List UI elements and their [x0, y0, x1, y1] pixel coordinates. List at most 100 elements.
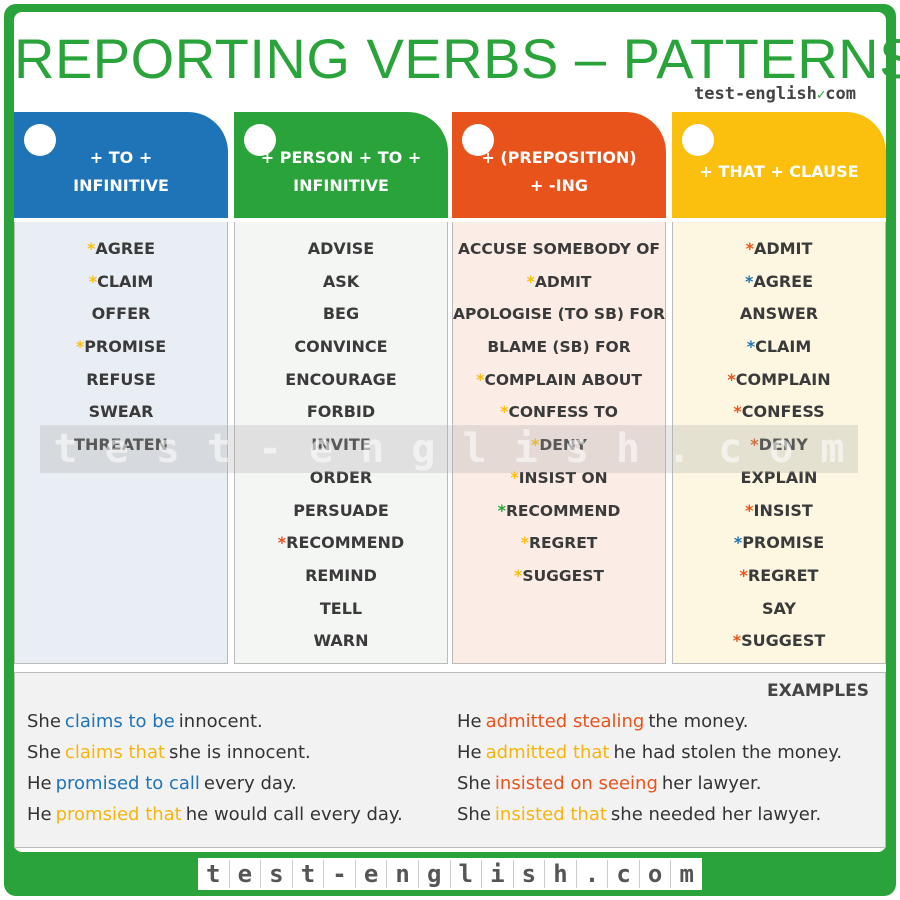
- star-icon: *: [526, 271, 535, 291]
- verb-item: *ADMIT: [673, 236, 885, 269]
- logo-letter: e: [230, 860, 262, 888]
- sentence-text: He: [27, 804, 52, 825]
- logo-letter: -: [324, 860, 356, 888]
- column-label: + (PREPOSITION) + -ING: [481, 148, 637, 195]
- column-header: + PERSON + TO + INFINITIVE: [234, 112, 448, 218]
- example-sentence: He promsied that he would call every day.: [27, 804, 403, 835]
- verb-text: INSIST: [753, 500, 813, 520]
- verb-item: *AGREE: [673, 269, 885, 302]
- example-sentence: She claims that she is innocent.: [27, 742, 403, 773]
- verb-item: APOLOGISE (TO SB) FOR: [453, 301, 665, 334]
- example-sentence: He admitted that he had stolen the money.: [457, 742, 842, 773]
- verb-item: CONVINCE: [235, 334, 447, 367]
- logo-letter: o: [640, 860, 672, 888]
- verb-text: ENCOURAGE: [285, 369, 397, 389]
- column-preposition-ing: + (PREPOSITION) + -ING ACCUSE SOMEBODY O…: [452, 112, 666, 664]
- highlighted-phrase: claims that: [64, 742, 166, 763]
- verb-text: BLAME (SB) FOR: [487, 338, 631, 357]
- column-header: + (PREPOSITION) + -ING: [452, 112, 666, 218]
- verb-text: SUGGEST: [522, 566, 604, 585]
- verb-item: *INSIST: [673, 498, 885, 531]
- verb-item: *COMPLAIN ABOUT: [453, 367, 665, 400]
- verb-item: ANSWER: [673, 301, 885, 334]
- verb-item: ASK: [235, 269, 447, 302]
- logo-letter: t: [198, 860, 230, 888]
- star-icon: *: [86, 239, 96, 258]
- verb-text: BEG: [322, 304, 360, 324]
- logo-letter: c: [608, 860, 640, 888]
- verb-item: *INSIST ON: [453, 465, 665, 498]
- verb-item: *CONFESS TO: [453, 399, 665, 432]
- site-logo-name: test-english: [694, 84, 817, 104]
- highlighted-phrase: insisted that: [494, 804, 607, 825]
- verb-text: INVITE: [311, 435, 371, 455]
- verb-list: *ADMIT *AGREE ANSWER *CLAIM *COMPLAIN *CONFES…: [672, 222, 886, 664]
- star-icon: *: [732, 631, 742, 651]
- logo-letter: m: [679, 860, 694, 888]
- examples-title: EXAMPLES: [767, 681, 869, 701]
- verb-text: REGRET: [529, 534, 598, 553]
- star-icon: *: [510, 467, 519, 487]
- verb-item: OFFER: [15, 301, 227, 334]
- column-label: + PERSON + TO + INFINITIVE: [260, 148, 422, 195]
- sentence-text: he had stolen the money.: [613, 742, 843, 763]
- sentence-text: he would call every day.: [185, 804, 403, 825]
- column-that-clause: + THAT + CLAUSE *ADMIT *AGREE ANSWER *CLAIM…: [672, 112, 886, 664]
- page-title: REPORTING VERBS – PATTERNS: [14, 27, 900, 90]
- verb-text: ORDER: [309, 467, 373, 487]
- logo-letter: l: [451, 860, 483, 888]
- star-icon: *: [75, 337, 85, 357]
- logo-letter: g: [419, 860, 451, 888]
- verb-item: BLAME (SB) FOR: [453, 334, 665, 367]
- sentence-text: He: [27, 773, 52, 794]
- star-icon: *: [733, 533, 743, 553]
- verb-text: THREATEN: [74, 435, 168, 455]
- star-icon: *: [733, 402, 742, 422]
- star-icon: *: [88, 271, 98, 291]
- verb-item: *PROMISE: [673, 530, 885, 563]
- verb-item: BEG: [235, 301, 447, 334]
- verb-text: CONVINCE: [294, 337, 388, 357]
- verb-item: *CLAIM: [15, 269, 227, 302]
- verb-text: PERSUADE: [293, 500, 389, 520]
- highlighted-phrase: insisted on seeing: [494, 773, 658, 794]
- star-icon: *: [530, 435, 540, 455]
- column-person-to-infinitive: + PERSON + TO + INFINITIVE ADVISE ASK BEG C…: [234, 112, 448, 664]
- verb-list: ADVISE ASK BEG CONVINCE ENCOURAGE FORBID INVIT…: [234, 222, 448, 664]
- sentence-text: she is innocent.: [169, 742, 311, 763]
- verb-item: *ADMIT: [453, 269, 665, 302]
- verb-item: *SUGGEST: [673, 628, 885, 661]
- column-header: + TO + INFINITIVE: [14, 112, 228, 218]
- sentence-text: She: [27, 742, 61, 763]
- logo-letter: h: [545, 860, 577, 888]
- example-sentence: He promised to call every day.: [27, 773, 403, 804]
- verb-text: RECOMMEND: [506, 501, 621, 520]
- verb-text: CONFESS: [741, 402, 825, 422]
- column-header: + THAT + CLAUSE: [672, 112, 886, 218]
- verb-text: CONFESS TO: [508, 403, 618, 422]
- verb-text: INSIST ON: [518, 468, 608, 487]
- verb-item: *AGREE: [15, 236, 227, 269]
- star-icon: *: [744, 271, 754, 291]
- verb-text: PROMISE: [742, 533, 825, 553]
- verb-text: TELL: [319, 598, 363, 618]
- verb-item: *COMPLAIN: [673, 367, 885, 400]
- verb-item: *RECOMMEND: [453, 498, 665, 531]
- verb-item: *REGRET: [453, 530, 665, 563]
- star-icon: *: [739, 565, 748, 585]
- verb-text: COMPLAIN: [735, 369, 831, 389]
- verb-text: PROMISE: [84, 337, 167, 357]
- verb-text: OFFER: [91, 304, 151, 324]
- examples-panel: EXAMPLES She claims to be innocent. She clai…: [14, 672, 886, 848]
- verb-text: REFUSE: [86, 369, 156, 389]
- verb-item: THREATEN: [15, 432, 227, 465]
- verb-text: AGREE: [95, 239, 156, 258]
- sentence-text: She: [27, 711, 61, 732]
- star-icon: *: [746, 337, 756, 357]
- example-sentence: She insisted on seeing her lawyer.: [457, 773, 842, 804]
- verb-text: ACCUSE SOMEBODY OF: [458, 240, 660, 258]
- verb-text: COMPLAIN ABOUT: [484, 370, 642, 389]
- verb-item: SWEAR: [15, 399, 227, 432]
- logo-letter: s: [261, 860, 293, 888]
- circle-icon: [462, 124, 494, 156]
